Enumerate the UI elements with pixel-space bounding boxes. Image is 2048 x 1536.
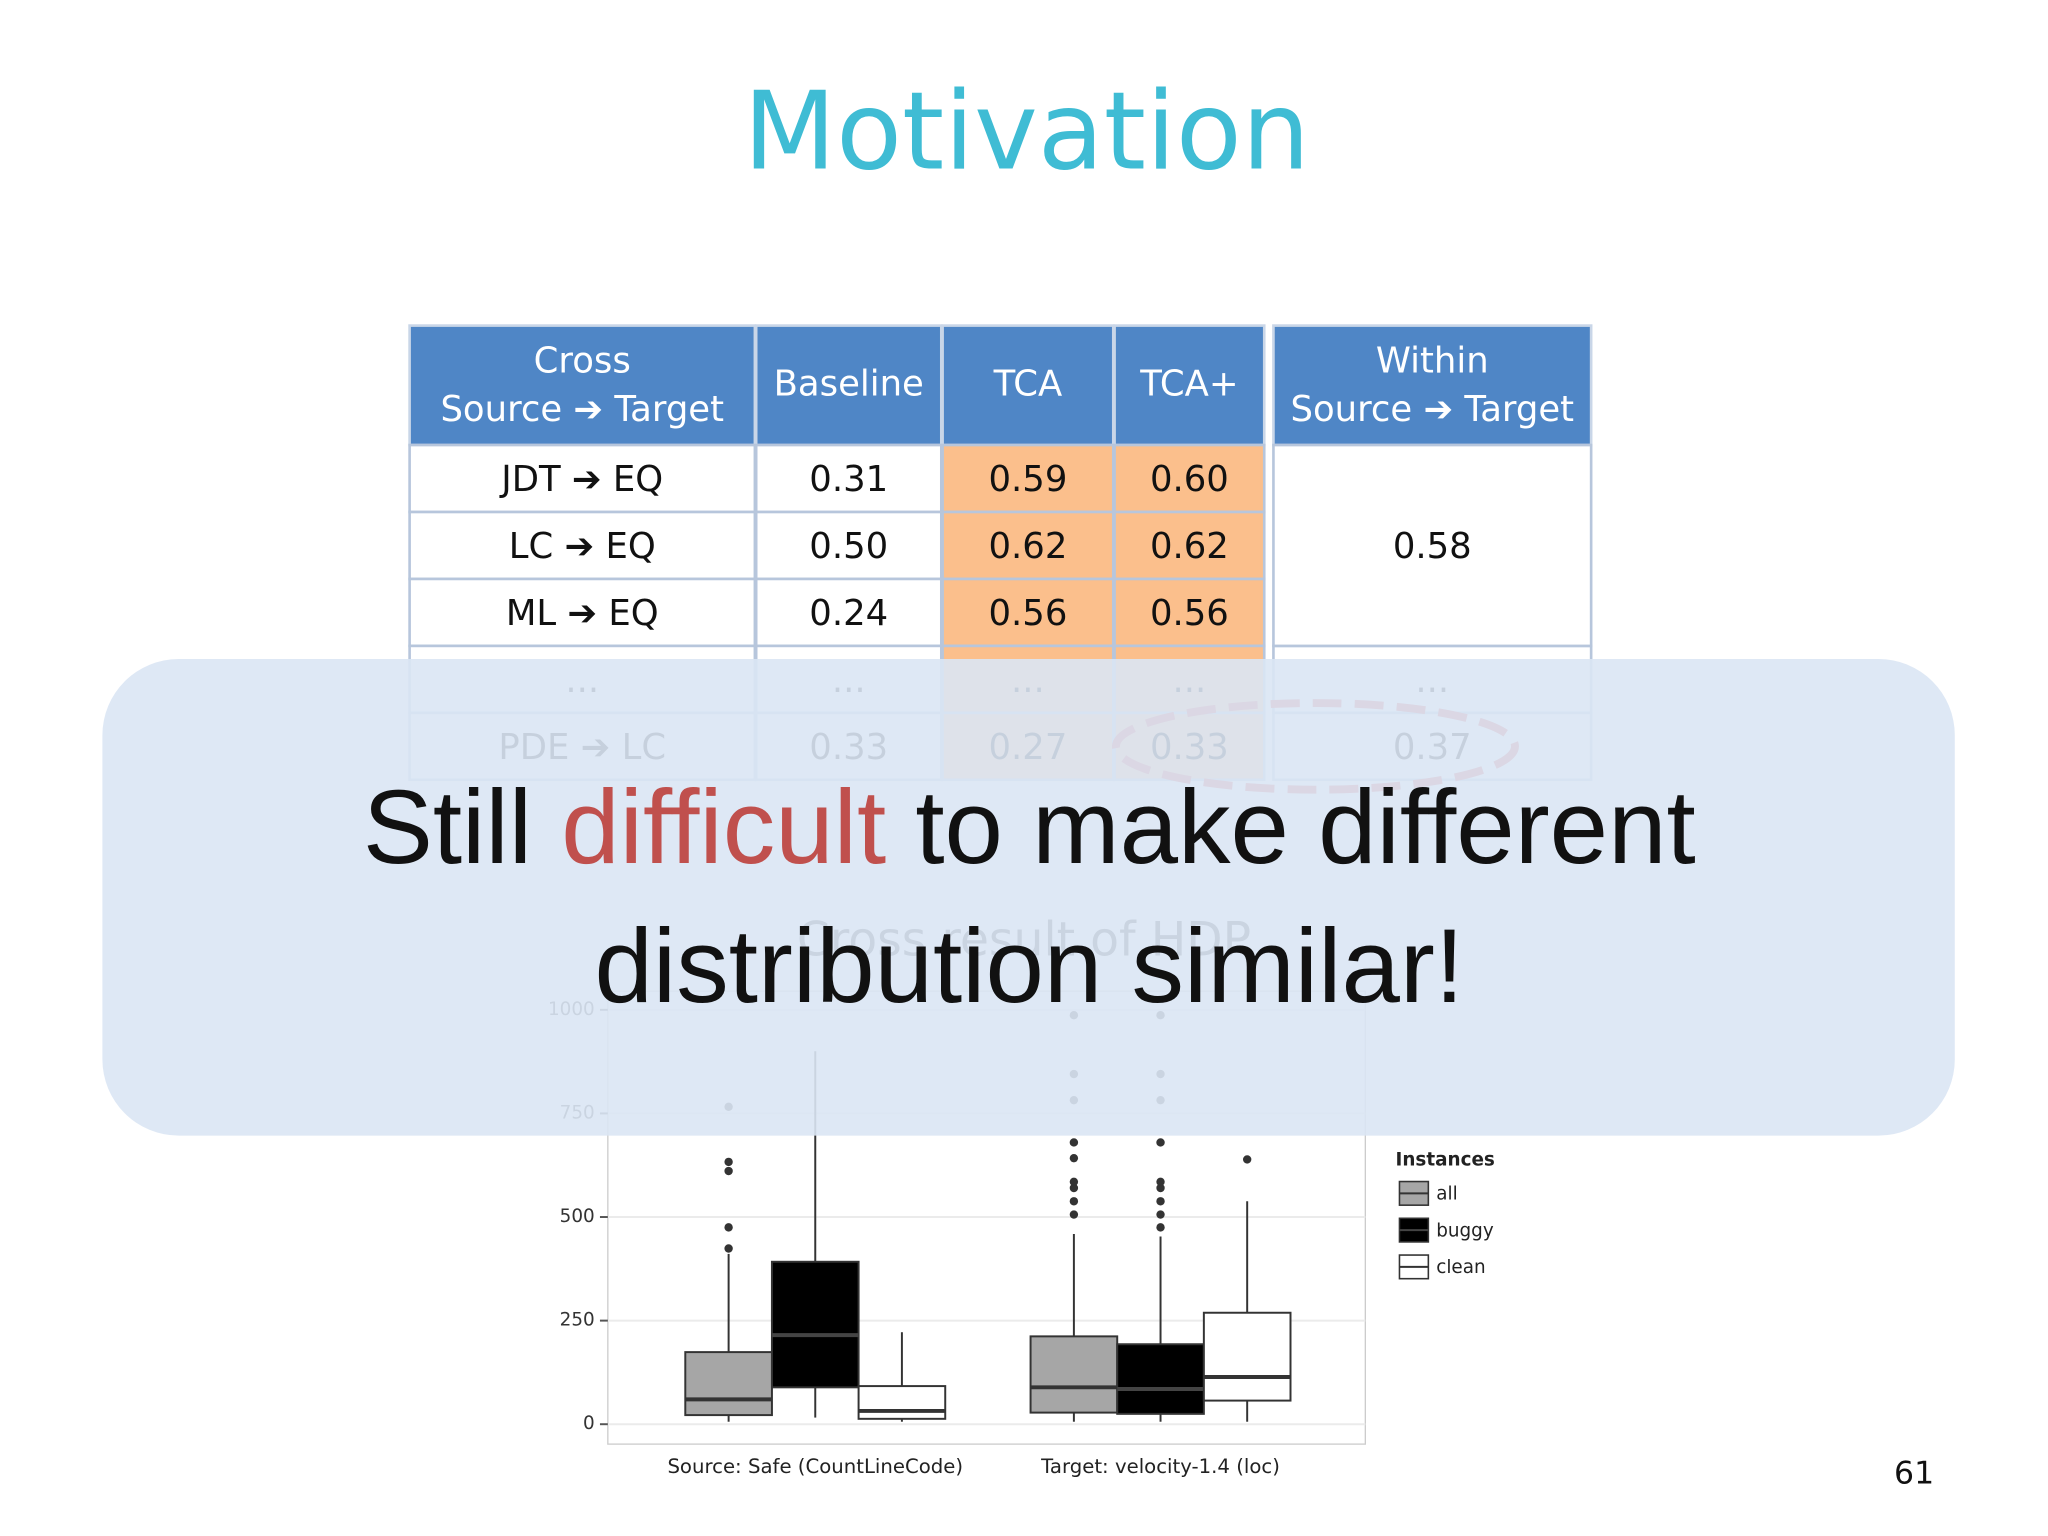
- outlier: [1069, 1177, 1079, 1186]
- cell-text: 0.62: [1150, 526, 1229, 567]
- outlier: [1069, 1153, 1079, 1163]
- header-text: Cross: [534, 340, 631, 381]
- outlier: [1069, 1197, 1079, 1206]
- header-cell: [408, 324, 757, 447]
- y-tick-label: 250: [560, 1310, 595, 1331]
- cell-text: 0.56: [988, 593, 1067, 634]
- cell: [941, 510, 1115, 581]
- cell: [1113, 577, 1266, 648]
- outlier: [1156, 1223, 1165, 1232]
- outlier: [1156, 1177, 1165, 1186]
- callout-line: distribution similar!: [594, 908, 1464, 1025]
- outlier: [724, 1157, 733, 1167]
- y-tick-label: 500: [560, 1206, 595, 1227]
- box: [1029, 1335, 1119, 1414]
- outlier: [1156, 1183, 1165, 1193]
- slide-title: Motivation: [743, 69, 1310, 194]
- header-text: TCA: [993, 363, 1063, 404]
- cell-text: 0.58: [1393, 526, 1472, 567]
- outlier: [724, 1223, 733, 1232]
- box: [1202, 1311, 1292, 1402]
- cell-text: 0.31: [809, 459, 888, 500]
- outlier: [724, 1166, 733, 1176]
- callout-box: [102, 659, 1955, 1136]
- outlier: [1156, 1197, 1165, 1206]
- header-text: TCA+: [1139, 363, 1238, 404]
- page-number: 61: [1894, 1455, 1934, 1491]
- box: [857, 1385, 947, 1420]
- callout-text: Still: [363, 769, 532, 886]
- header-text: Source ➔ Target: [440, 389, 724, 430]
- x-tick-label: Target: velocity-1.4 (loc): [1040, 1455, 1280, 1478]
- box: [1116, 1343, 1205, 1415]
- cell-text: 0.50: [809, 526, 888, 567]
- x-tick-label: Source: Safe (CountLineCode): [667, 1455, 963, 1478]
- y-tick-label: 0: [583, 1413, 595, 1434]
- outlier: [1156, 1210, 1165, 1219]
- header-cell: [1113, 324, 1266, 447]
- outlier: [1242, 1155, 1252, 1164]
- outlier: [1069, 1210, 1079, 1219]
- cell: [754, 577, 943, 648]
- legend-label: all: [1436, 1184, 1457, 1205]
- cell: [408, 510, 757, 581]
- header-text: Source ➔ Target: [1290, 389, 1574, 430]
- legend-title: Instances: [1396, 1150, 1495, 1171]
- outlier: [1156, 1138, 1165, 1147]
- cell-text: JDT ➔ EQ: [499, 459, 663, 500]
- outlier: [1069, 1138, 1079, 1147]
- cell: [941, 443, 1115, 514]
- header-text: Within: [1376, 340, 1489, 381]
- callout-text: to make different: [915, 769, 1695, 886]
- cell: [1113, 443, 1266, 514]
- merged-cell: [1272, 443, 1593, 648]
- cell: [408, 577, 757, 648]
- header-text: Baseline: [774, 363, 924, 404]
- box: [684, 1351, 773, 1417]
- emphasis: difficult: [561, 769, 886, 886]
- legend-label: clean: [1436, 1257, 1485, 1278]
- cell-text: 0.59: [988, 459, 1067, 500]
- cell-text: ML ➔ EQ: [506, 593, 659, 634]
- outlier: [724, 1244, 733, 1253]
- outlier: [1069, 1183, 1079, 1193]
- legend-label: buggy: [1436, 1220, 1494, 1241]
- cell-text: 0.62: [988, 526, 1067, 567]
- callout-line: Still difficult to make different: [363, 769, 1696, 886]
- callout: Still difficult to make different distrib…: [102, 659, 1955, 1136]
- cell-text: 0.56: [1150, 593, 1229, 634]
- cell-text: LC ➔ EQ: [509, 526, 656, 567]
- box: [770, 1260, 860, 1389]
- cell-text: 0.24: [809, 593, 888, 634]
- cell-text: 0.60: [1150, 459, 1229, 500]
